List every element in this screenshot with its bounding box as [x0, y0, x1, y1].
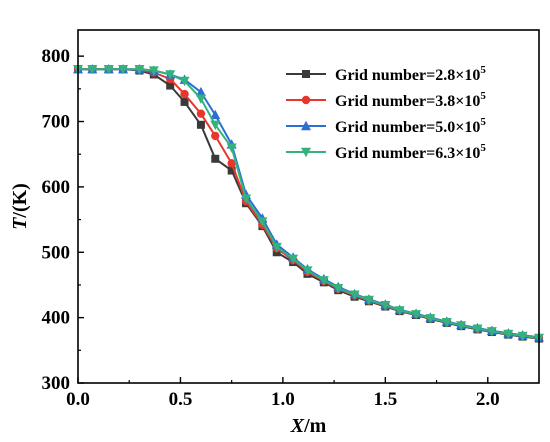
data-point — [503, 329, 514, 340]
legend-label: Grid number=6.3×105 — [335, 142, 486, 162]
data-point — [226, 143, 237, 153]
legend-marker — [302, 70, 310, 78]
data-point — [241, 194, 252, 204]
data-point — [288, 254, 299, 264]
data-point — [227, 159, 236, 168]
legend-label: Grid number=2.8×105 — [335, 64, 486, 84]
x-tick-label: 0.5 — [169, 389, 193, 410]
data-point — [333, 284, 344, 294]
data-point — [166, 81, 175, 90]
data-point — [180, 97, 189, 106]
legend-marker — [301, 147, 311, 158]
x-tick-label: 1.5 — [373, 389, 397, 410]
data-point — [227, 166, 236, 175]
data-point — [211, 154, 220, 163]
data-point — [196, 120, 205, 129]
data-point — [103, 65, 114, 75]
data-point — [118, 65, 129, 75]
y-tick-label: 800 — [42, 46, 71, 67]
data-point — [180, 89, 189, 99]
y-tick-label: 400 — [42, 308, 71, 329]
x-axis-title: X/m — [290, 415, 327, 437]
data-point — [179, 76, 190, 87]
legend-marker — [301, 95, 311, 105]
data-point — [257, 217, 268, 227]
y-tick-label: 300 — [42, 373, 71, 394]
data-point — [195, 94, 206, 104]
data-point — [411, 310, 422, 320]
legend-item-1: Grid number=2.8×105 — [286, 64, 486, 84]
data-point — [441, 318, 452, 328]
x-tick-label: 2.0 — [476, 389, 500, 410]
data-point — [349, 290, 360, 300]
data-point — [302, 266, 313, 276]
legend-label: Grid number=3.8×105 — [335, 90, 486, 110]
x-tick-label: 0.0 — [66, 389, 90, 410]
data-point — [134, 65, 145, 75]
data-point — [271, 242, 282, 253]
legend-item-2: Grid number=3.8×105 — [286, 90, 486, 110]
data-point — [425, 314, 436, 324]
y-tick-label: 600 — [42, 177, 71, 198]
data-point — [394, 306, 405, 316]
data-point — [517, 331, 528, 342]
data-point — [210, 109, 221, 120]
series-4 — [73, 65, 544, 344]
y-tick-label: 700 — [42, 112, 71, 133]
data-point — [195, 86, 206, 97]
legend-marker — [301, 120, 311, 131]
data-point — [165, 70, 176, 80]
legend-item-3: Grid number=5.0×105 — [286, 116, 486, 136]
data-point — [87, 65, 98, 75]
axes-layer: 0.0 0.5 1.0 1.5 2.0 300 400 500 600 700 800 X/m T/(K… — [9, 29, 540, 437]
data-point — [196, 109, 206, 118]
data-point — [210, 120, 221, 130]
data-point — [148, 66, 159, 76]
x-tick-label: 1.0 — [271, 389, 295, 410]
data-point — [472, 324, 483, 334]
legend-label: Grid number=5.0×105 — [335, 116, 486, 136]
y-tick-label: 500 — [42, 242, 71, 263]
data-point — [211, 131, 220, 141]
data-point — [363, 295, 374, 306]
data-point — [486, 327, 497, 337]
data-point — [456, 321, 467, 331]
legend-item-4: Grid number=6.3×105 — [286, 142, 486, 162]
plot-frame — [77, 29, 540, 384]
legend: Grid number=2.8×105 Grid number=3.8×105 Gr… — [286, 64, 486, 162]
series-layer — [73, 64, 544, 344]
data-point — [380, 301, 391, 311]
data-point — [318, 276, 329, 286]
y-axis-title: T/(K) — [9, 183, 31, 230]
